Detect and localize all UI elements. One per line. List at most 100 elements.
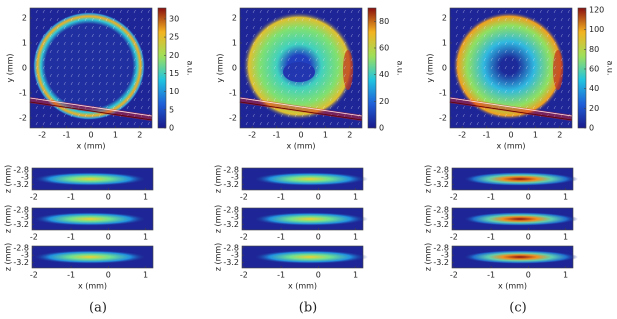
field-dash [119,73,122,78]
field-dash [259,57,262,62]
field-dash [553,9,556,14]
field-dash [336,41,339,46]
x-tick-label: 1 [563,271,568,280]
field-dash [294,89,297,94]
field-dash [322,9,325,14]
field-dash [287,65,290,70]
field-dash [63,113,66,118]
x-tick-label: 2 [557,131,562,140]
field-dash [462,25,465,30]
field-dash [511,73,514,78]
field-dash [133,49,136,54]
field-dash [70,121,73,126]
field-dash [518,65,521,70]
field-dash [567,9,570,14]
field-dash [518,9,521,14]
field-dash [98,65,101,70]
axes-frame [31,167,154,191]
field-dash [49,9,52,14]
field-dash [532,41,535,46]
field-dash [455,113,458,118]
x-tick-label: 1 [563,193,568,202]
field-dash [84,81,87,86]
field-dash [301,65,304,70]
field-dash [308,97,311,102]
field-dash [98,9,101,14]
field-dash [539,9,542,14]
field-dash [98,97,101,102]
field-dash [63,9,66,14]
field-dash [511,49,514,54]
colorbar-tick-label: 60 [379,44,389,53]
y-axis-label: y (mm) [216,53,225,82]
section-intensity [462,212,578,226]
field-dash [119,89,122,94]
x-tick-label: -1 [277,233,285,242]
field-dash [553,25,556,30]
field-dash [469,65,472,70]
field-dash [35,41,38,46]
field-dash [252,65,255,70]
field-dash [329,73,332,78]
field-dash [553,97,556,102]
field-dash [84,97,87,102]
field-dash [252,97,255,102]
field-dash [252,33,255,38]
x-tick-label: -2 [30,233,38,242]
field-dash [476,121,479,126]
field-dash [70,49,73,54]
field-dash [553,65,556,70]
field-dash [273,113,276,118]
field-dash [553,105,556,110]
field-dash [98,57,101,62]
field-dash [287,113,290,118]
field-dash [294,97,297,102]
field-dash [91,41,94,46]
y-tick-label: -3 [441,251,449,260]
field-dash [490,17,493,22]
field-dash [91,89,94,94]
x-tick-label: 1 [533,131,538,140]
panel-caption: (b) [299,301,317,316]
field-dash [525,121,528,126]
field-dash [350,17,353,22]
field-dash [315,73,318,78]
field-dash [525,113,528,118]
beam-line [239,97,363,121]
panel-caption: (a) [89,301,107,316]
field-dash [301,57,304,62]
field-dash [455,89,458,94]
field-dash [70,57,73,62]
field-dash [259,65,262,70]
field-dash [504,113,507,118]
field-dash [105,17,108,22]
field-dash [546,105,549,110]
field-dash [266,25,269,30]
field-dash [476,25,479,30]
field-dash [273,41,276,46]
field-dash [336,33,339,38]
x-tick-label: 1 [353,193,358,202]
field-dash [532,17,535,22]
field-dash [308,121,311,126]
field-dash [63,97,66,102]
field-dash [266,17,269,22]
field-dash [56,73,59,78]
field-dash [560,121,563,126]
colorbar-tick-label: 120 [589,5,604,14]
field-dash [63,89,66,94]
colorbar-tick-label: 10 [169,87,179,96]
field-dash [273,73,276,78]
section-intensity [32,250,148,264]
field-dash [504,41,507,46]
field-dash [350,25,353,30]
field-dash [322,105,325,110]
field-dash [497,81,500,86]
field-dash [504,17,507,22]
field-dash [455,25,458,30]
field-dash [98,113,101,118]
field-dash [343,57,346,62]
field-dash [315,25,318,30]
axes-frame [451,245,574,269]
field-dash [539,65,542,70]
